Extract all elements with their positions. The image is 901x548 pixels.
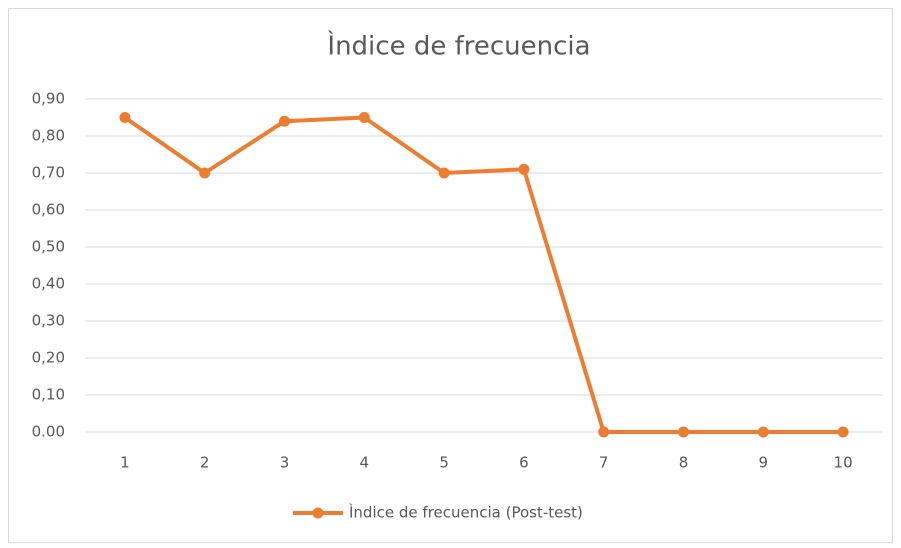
data-line (123, 115, 844, 434)
data-point (757, 426, 769, 438)
x-tick-label: 3 (280, 454, 290, 472)
y-tick-label: 0,30 (32, 312, 65, 330)
data-point (119, 112, 131, 123)
y-tick-label: 0,50 (32, 238, 65, 256)
x-tick-label: 4 (360, 454, 370, 472)
data-point (678, 426, 689, 438)
data-point (279, 115, 290, 127)
x-tick-label: 6 (519, 454, 529, 472)
data-point (438, 167, 450, 179)
x-tick-label: 5 (439, 454, 449, 472)
data-point (358, 112, 370, 123)
x-tick-label: 1 (120, 454, 130, 472)
y-tick-label: 0,80 (32, 127, 65, 145)
y-tick-label: 0,70 (32, 164, 65, 182)
y-tick-label: 0,20 (32, 349, 65, 367)
x-tick-label: 10 (834, 454, 853, 472)
legend-marker (312, 507, 324, 519)
y-tick-label: 0,40 (32, 275, 65, 293)
x-tick-label: 7 (599, 454, 609, 472)
y-tick-label: 0.00 (32, 423, 65, 441)
data-point (518, 163, 530, 175)
data-point (598, 426, 610, 438)
y-tick-label: 0,10 (32, 386, 65, 404)
x-tick-label: 9 (759, 454, 769, 472)
x-tick-label: 2 (200, 454, 210, 472)
x-tick-label: 8 (679, 454, 689, 472)
y-tick-label: 0,60 (32, 201, 65, 219)
data-point (199, 167, 211, 179)
y-tick-label: 0,90 (32, 90, 65, 108)
data-point (837, 426, 849, 438)
legend-label: Ìndice de frecuencia (Post-test) (349, 503, 583, 522)
chart-border (8, 8, 893, 543)
chart-title: Ìndice de frecuencia (327, 30, 590, 62)
